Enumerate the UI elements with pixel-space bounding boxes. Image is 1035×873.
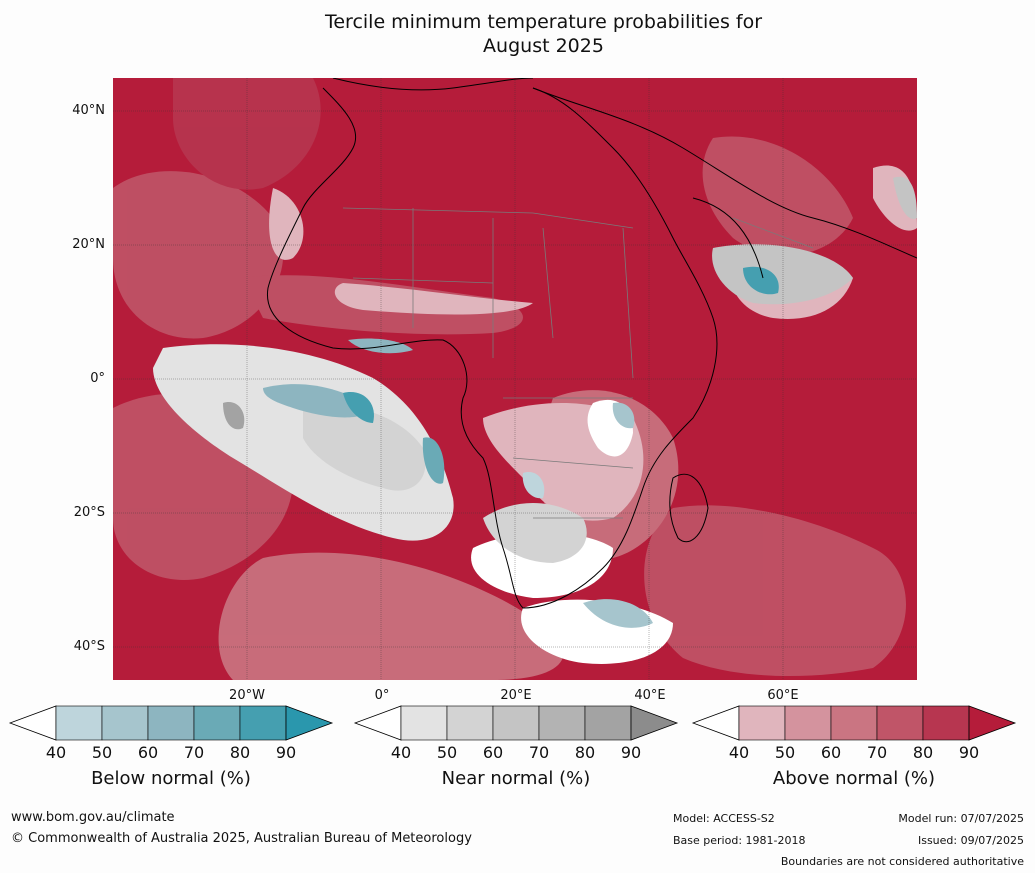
colorbar-tick-label: 50 [91, 743, 113, 762]
colorbar-segment [101, 705, 149, 741]
colorbar-segment [830, 705, 878, 741]
colorbar-tick-label: 90 [275, 743, 297, 762]
model-run-date: Model run: 07/07/2025 [898, 812, 1024, 825]
colorbar-tick-label: 70 [183, 743, 205, 762]
legend-title-above-normal: Above normal (%) [772, 768, 936, 789]
legend-title-near-normal: Near normal (%) [441, 768, 591, 789]
colorbar-above-normal [691, 705, 1017, 741]
legend-title-below-normal: Below normal (%) [91, 768, 251, 789]
colorbar-tick-label: 80 [574, 743, 596, 762]
colorbar-tick-label: 60 [137, 743, 159, 762]
country-borders [342, 207, 814, 519]
near-normal-patches [153, 176, 917, 563]
lon-label-60e: 60°E [767, 688, 799, 703]
lon-label-20e: 20°E [500, 688, 532, 703]
colorbar-tick-label: 40 [45, 743, 67, 762]
colorbar-segment [876, 705, 924, 741]
lat-label-0: 0° [90, 371, 105, 386]
colorbar-tick-label: 60 [482, 743, 504, 762]
colorbar-segment [738, 705, 786, 741]
lat-label-20s: 20°S [73, 505, 105, 520]
colorbar-near-normal [353, 705, 679, 741]
base-period: Base period: 1981-2018 [673, 834, 806, 847]
colorbar-lower-extension [8, 705, 57, 741]
colorbar-tick-label: 70 [866, 743, 888, 762]
issued-date: Issued: 09/07/2025 [917, 834, 1024, 847]
colorbar-tick-label: 80 [229, 743, 251, 762]
colorbar-segment [193, 705, 241, 741]
colorbar-tick-label: 40 [390, 743, 412, 762]
chart-title: Tercile minimum temperature probabilitie… [0, 10, 1035, 58]
title-line-2: August 2025 [483, 35, 604, 57]
website-link[interactable]: www.bom.gov.au/climate [11, 810, 175, 825]
colorbar-below-normal [8, 705, 334, 741]
copyright-text: © Commonwealth of Australia 2025, Austra… [11, 831, 472, 846]
colorbar-upper-extension [285, 705, 334, 741]
colorbar-segment [922, 705, 970, 741]
lat-label-40n: 40°N [72, 103, 105, 118]
colorbar-near-normal-swatches [353, 705, 679, 741]
colorbar-segment [538, 705, 586, 741]
colorbar-tick-label: 50 [774, 743, 796, 762]
colorbar-segment [446, 705, 494, 741]
colorbar-tick-label: 40 [728, 743, 750, 762]
colorbar-segment [492, 705, 540, 741]
colorbar-tick-label: 90 [620, 743, 642, 762]
title-line-1: Tercile minimum temperature probabilitie… [324, 11, 763, 33]
probability-map [113, 78, 917, 680]
lon-label-20w: 20°W [229, 688, 265, 703]
colorbar-tick-label: 60 [820, 743, 842, 762]
colorbar-lower-extension [353, 705, 402, 741]
colorbar-below-normal-swatches [8, 705, 334, 741]
colorbar-above-normal-swatches [691, 705, 1017, 741]
lon-label-0: 0° [374, 688, 390, 703]
colorbar-segment [147, 705, 195, 741]
colorbar-segment [55, 705, 103, 741]
colorbar-tick-label: 80 [912, 743, 934, 762]
coastlines [266, 78, 917, 609]
colorbar-tick-label: 90 [958, 743, 980, 762]
colorbar-segment [784, 705, 832, 741]
colorbar-segment [239, 705, 287, 741]
model-name: Model: ACCESS-S2 [673, 812, 775, 825]
colorbar-tick-label: 70 [528, 743, 550, 762]
colorbar-tick-label: 50 [436, 743, 458, 762]
lon-label-40e: 40°E [634, 688, 666, 703]
graticule [113, 78, 917, 680]
boundaries-disclaimer: Boundaries are not considered authoritat… [780, 855, 1024, 868]
colorbar-upper-extension [630, 705, 679, 741]
colorbar-lower-extension [691, 705, 740, 741]
colorbar-segment [584, 705, 632, 741]
lat-label-40s: 40°S [73, 639, 105, 654]
below-normal-patches [263, 266, 779, 628]
colorbar-upper-extension [968, 705, 1017, 741]
colorbar-segment [400, 705, 448, 741]
lat-label-20n: 20°N [72, 237, 105, 252]
